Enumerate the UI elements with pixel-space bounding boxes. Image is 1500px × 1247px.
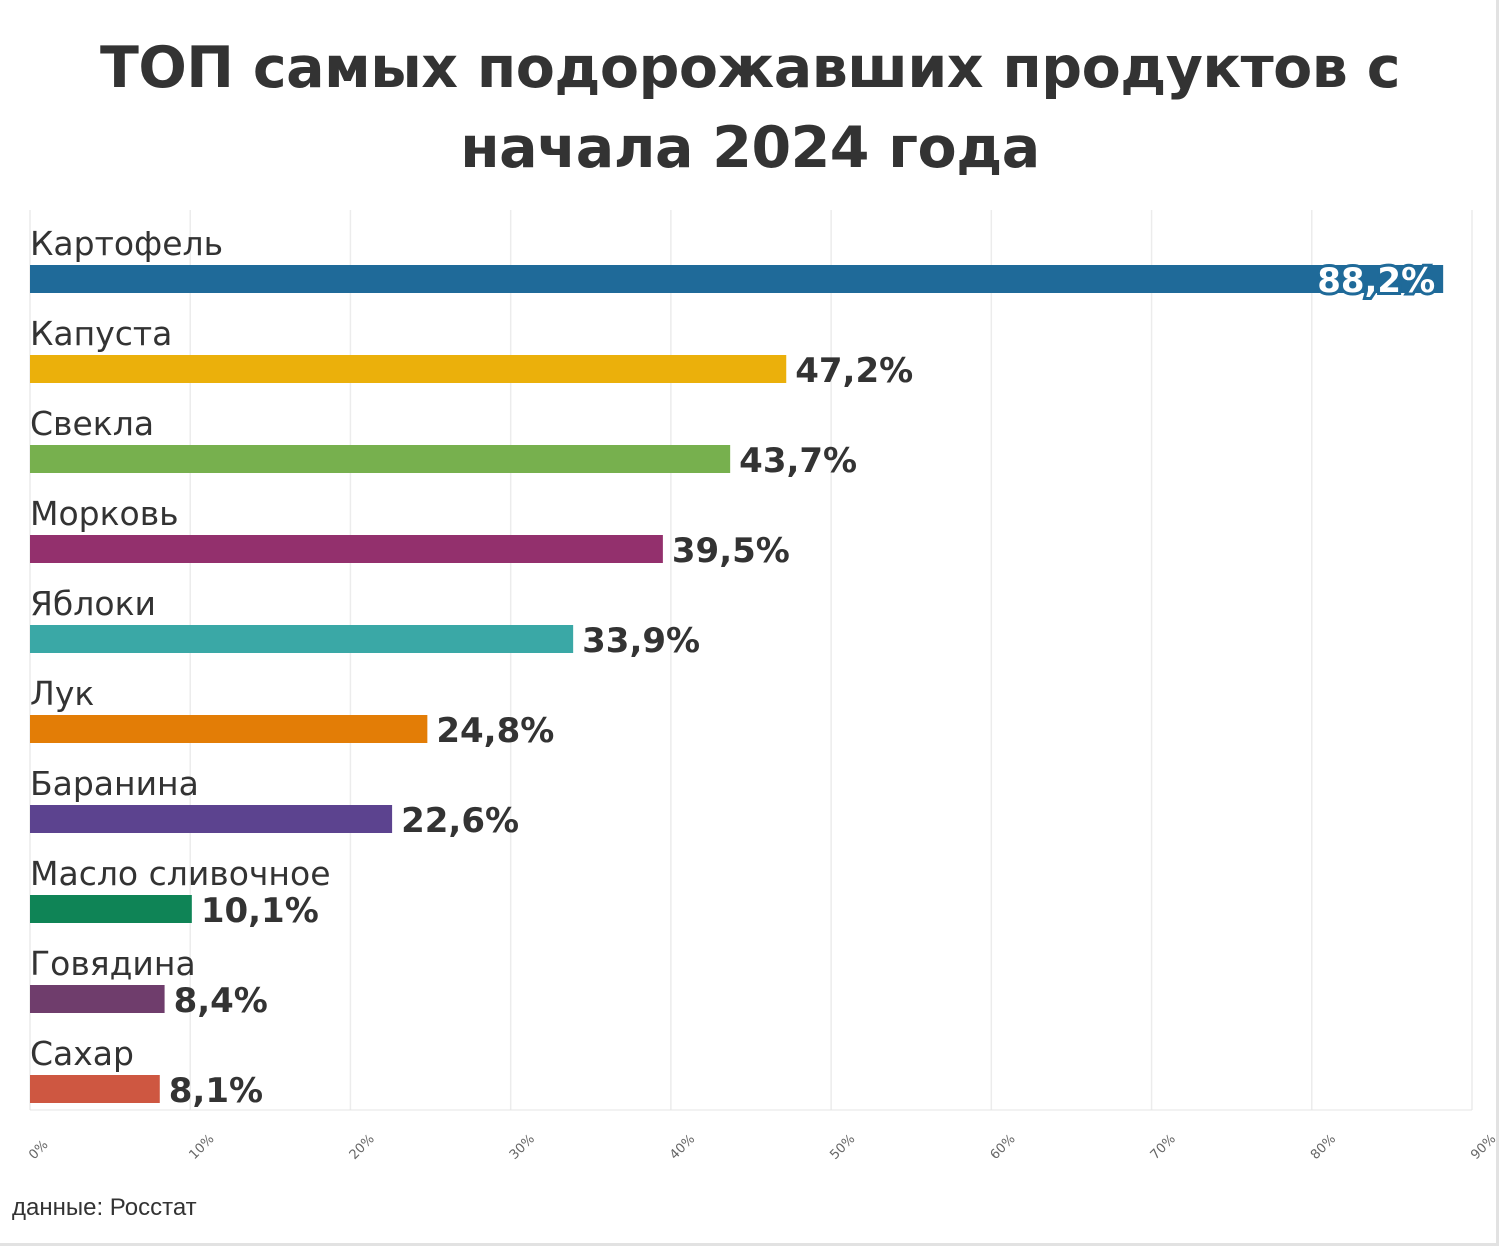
bar xyxy=(30,985,165,1013)
category-label: Капуста xyxy=(30,314,172,353)
category-label: Яблоки xyxy=(30,584,156,623)
x-tick-label: 30% xyxy=(507,1132,538,1163)
bar xyxy=(30,715,428,743)
bars: Картофель 88,2% Капуста 47,2% Свекла 43,7% Мор… xyxy=(30,224,1444,1111)
x-tick-label: 40% xyxy=(667,1132,698,1163)
category-label: Картофель xyxy=(30,224,223,263)
x-tick-label: 20% xyxy=(347,1132,378,1163)
value-label: 43,7% xyxy=(739,441,857,481)
value-label: 33,9% xyxy=(582,621,700,661)
category-label: Баранина xyxy=(30,764,199,803)
x-axis-ticks: 0% 10% 20% 30% 40% 50% 60% 70% 80% 90% xyxy=(26,1132,1499,1163)
x-tick-label: 50% xyxy=(827,1132,858,1163)
bar xyxy=(30,445,731,473)
value-label: 8,1% xyxy=(169,1071,263,1111)
category-label: Лук xyxy=(30,674,94,713)
category-label: Сахар xyxy=(30,1034,134,1073)
bar xyxy=(30,1075,160,1103)
x-tick-label: 10% xyxy=(186,1132,217,1163)
category-label: Морковь xyxy=(30,494,179,533)
value-label: 8,4% xyxy=(174,981,268,1021)
x-tick-label: 70% xyxy=(1148,1132,1179,1163)
bar xyxy=(30,355,787,383)
value-label: 10,1% xyxy=(201,891,319,931)
bar xyxy=(30,265,1444,293)
x-tick-label: 0% xyxy=(26,1138,51,1163)
bar xyxy=(30,535,663,563)
category-label: Свекла xyxy=(30,404,154,443)
value-label: 88,2% xyxy=(1317,261,1435,301)
chart-title: ТОП самых подорожавших продуктов с начал… xyxy=(99,35,1401,181)
value-label: 39,5% xyxy=(672,531,790,571)
x-tick-label: 80% xyxy=(1308,1132,1339,1163)
value-label: 22,6% xyxy=(401,801,519,841)
bar xyxy=(30,895,192,923)
bar xyxy=(30,805,393,833)
category-label: Масло сливочное xyxy=(30,854,331,893)
bar xyxy=(30,625,574,653)
x-tick-label: 90% xyxy=(1468,1132,1499,1163)
source-note: данные: Росстат xyxy=(12,1194,197,1221)
grid-lines xyxy=(29,210,1473,1111)
category-label: Говядина xyxy=(30,944,196,983)
value-label: 24,8% xyxy=(436,711,554,751)
value-label: 47,2% xyxy=(795,351,913,391)
x-tick-label: 60% xyxy=(988,1132,1019,1163)
